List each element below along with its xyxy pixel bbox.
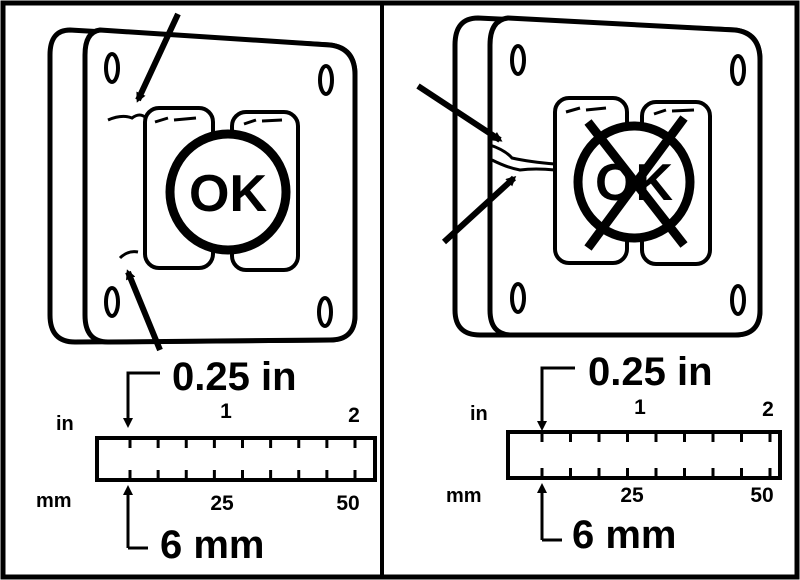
mounting-hole — [104, 52, 120, 84]
measure-in-label: 0.25 in — [172, 355, 297, 399]
ruler-mm-tick: 25 — [210, 492, 234, 515]
ruler: in 1 2 mm 25 50 — [446, 396, 782, 507]
ruler-body — [506, 430, 782, 480]
measure-pointer-in — [123, 371, 160, 428]
arrow-icon — [441, 175, 517, 245]
small-crack — [107, 113, 148, 122]
mounting-hole — [317, 296, 333, 328]
ruler-in-tick: 2 — [348, 404, 360, 427]
ok-badge-crossed: OK — [573, 115, 695, 251]
mounting-hole — [510, 282, 526, 314]
ok-badge: OK — [165, 129, 291, 255]
measure-mm-label: 6 mm — [572, 513, 677, 557]
mounting-hole — [104, 286, 120, 318]
ruler-in-unit: in — [470, 403, 488, 425]
arrow-icon — [135, 12, 181, 103]
cross-out-icon — [584, 115, 688, 251]
mounting-hole — [318, 64, 334, 96]
arrow-icon — [125, 269, 163, 352]
ruler-in-tick: 2 — [762, 398, 774, 421]
measure-in-label: 0.25 in — [588, 350, 713, 394]
large-crack — [491, 158, 556, 172]
ruler-body — [95, 436, 377, 482]
ruler-in-tick: 1 — [220, 400, 232, 423]
ruler-in-tick: 1 — [634, 396, 646, 419]
mounting-hole — [730, 54, 746, 86]
ruler-mm-unit: mm — [446, 485, 482, 507]
mounting-hole — [730, 284, 746, 316]
arrow-icon — [416, 83, 503, 143]
ruler-in-unit: in — [56, 413, 74, 435]
ruler-mm-tick: 50 — [336, 492, 359, 515]
ruler-mm-tick: 50 — [750, 484, 773, 507]
ruler-mm-tick: 25 — [620, 484, 644, 507]
large-crack — [489, 143, 556, 166]
mounting-hole — [510, 44, 526, 76]
measure-mm-label: 6 mm — [160, 523, 265, 567]
small-crack — [118, 250, 139, 260]
ruler: in 1 2 mm 25 50 — [36, 400, 377, 515]
panel-left: OK 0.25 in in 1 2 mm 25 50 6 mm — [36, 12, 377, 567]
panel-right: OK 0.25 in in 1 2 mm 25 50 6 mm — [416, 15, 782, 557]
measure-pointer-in — [537, 366, 575, 431]
ruler-mm-unit: mm — [36, 490, 72, 512]
status-label: OK — [189, 165, 267, 223]
